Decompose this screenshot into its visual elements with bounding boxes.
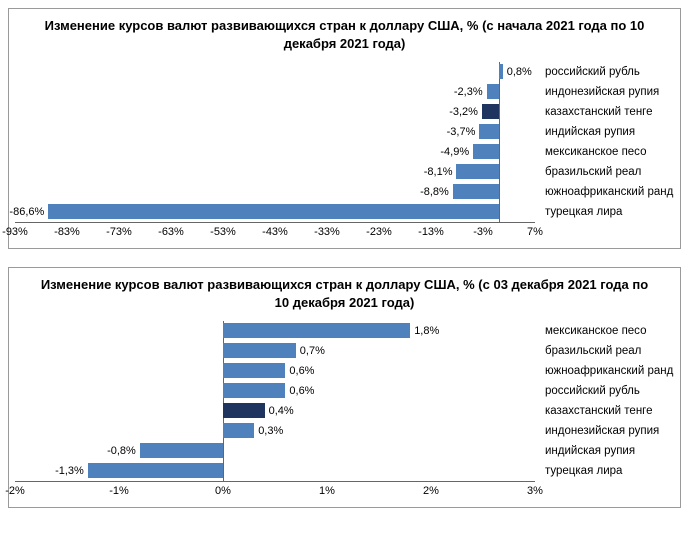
bar-row: -86,6% bbox=[15, 202, 535, 222]
bar bbox=[223, 403, 265, 418]
legend-item: индонезийская рупия bbox=[535, 421, 673, 441]
legend-item: мексиканское песо bbox=[535, 142, 673, 162]
bar bbox=[223, 363, 285, 378]
legend-item: российский рубль bbox=[535, 381, 673, 401]
x-tick: -83% bbox=[54, 226, 80, 238]
plot-area-1: 0,8% -2,3%-3,2%-3,7%-4,9%-8,1%-8,8%-86,6%… bbox=[15, 62, 535, 244]
legend-item: турецкая лира bbox=[535, 202, 673, 222]
bar-row: -8,1% bbox=[15, 162, 535, 182]
bar-row: 0,4% bbox=[15, 401, 535, 421]
bar-value-label: 0,4% bbox=[269, 401, 294, 421]
legend-item: казахстанский тенге bbox=[535, 102, 673, 122]
x-tick: -1% bbox=[109, 485, 129, 497]
x-tick: 0% bbox=[215, 485, 231, 497]
chart-title: Изменение курсов валют развивающихся стр… bbox=[15, 17, 674, 62]
bar-value-label: -3,7% bbox=[447, 122, 476, 142]
chart-title: Изменение курсов валют развивающихся стр… bbox=[15, 276, 674, 321]
legend-item: южноафриканский ранд bbox=[535, 182, 673, 202]
chart-panel-week: Изменение курсов валют развивающихся стр… bbox=[8, 267, 681, 508]
bar bbox=[223, 383, 285, 398]
x-tick: 1% bbox=[319, 485, 335, 497]
x-tick: -33% bbox=[314, 226, 340, 238]
x-tick: 7% bbox=[527, 226, 543, 238]
legend-item: турецкая лира bbox=[535, 461, 673, 481]
x-axis: -93%-83%-73%-63%-53%-43%-33%-23%-13%-3%7… bbox=[15, 222, 535, 244]
bar-value-label: -1,3% bbox=[55, 461, 84, 481]
bar-row: -4,9% bbox=[15, 142, 535, 162]
x-tick: -63% bbox=[158, 226, 184, 238]
bar bbox=[223, 423, 254, 438]
legend-2: мексиканское песобразильский реалюжноафр… bbox=[535, 321, 673, 503]
legend-item: казахстанский тенге bbox=[535, 401, 673, 421]
x-tick: -13% bbox=[418, 226, 444, 238]
x-tick: 2% bbox=[423, 485, 439, 497]
bar-value-label: -3,2% bbox=[449, 102, 478, 122]
x-tick: -73% bbox=[106, 226, 132, 238]
bar bbox=[456, 164, 498, 179]
chart-panel-ytd: Изменение курсов валют развивающихся стр… bbox=[8, 8, 681, 249]
x-axis: -2%-1%0%1%2%3% bbox=[15, 481, 535, 503]
bar bbox=[48, 204, 498, 219]
bar-row: 0,6% bbox=[15, 381, 535, 401]
bar bbox=[453, 184, 499, 199]
x-tick: 3% bbox=[527, 485, 543, 497]
bar-row: -8,8% bbox=[15, 182, 535, 202]
legend-item: индийская рупия bbox=[535, 441, 673, 461]
bar-value-label: -86,6% bbox=[9, 202, 44, 222]
legend-item: южноафриканский ранд bbox=[535, 361, 673, 381]
bar bbox=[88, 463, 223, 478]
x-tick: -53% bbox=[210, 226, 236, 238]
bar-value-label: -8,1% bbox=[424, 162, 453, 182]
bar bbox=[479, 124, 498, 139]
plot-area-2: 1,8%0,7%0,6%0,6%0,4%0,3%-0,8%-1,3%-2%-1%… bbox=[15, 321, 535, 503]
bar-row: -3,2% bbox=[15, 102, 535, 122]
bar-value-label: 0,3% bbox=[258, 421, 283, 441]
legend-1: российский рубльиндонезийская рупияказах… bbox=[535, 62, 673, 244]
bar bbox=[482, 104, 499, 119]
bar-row: -0,8% bbox=[15, 441, 535, 461]
bar-value-label: 0,8% bbox=[507, 62, 532, 82]
bar-value-label: -2,3% bbox=[454, 82, 483, 102]
bar-row: 0,6% bbox=[15, 361, 535, 381]
bar bbox=[499, 64, 503, 79]
bar bbox=[223, 343, 296, 358]
bar bbox=[140, 443, 223, 458]
bar-row: -2,3% bbox=[15, 82, 535, 102]
bar bbox=[487, 84, 499, 99]
x-tick: -2% bbox=[5, 485, 25, 497]
bar-value-label: 1,8% bbox=[414, 321, 439, 341]
legend-item: бразильский реал bbox=[535, 162, 673, 182]
bar bbox=[223, 323, 410, 338]
bar-row: -1,3% bbox=[15, 461, 535, 481]
bar-value-label: 0,7% bbox=[300, 341, 325, 361]
x-tick: -43% bbox=[262, 226, 288, 238]
bar-value-label: 0,6% bbox=[289, 381, 314, 401]
legend-item: мексиканское песо bbox=[535, 321, 673, 341]
bar-row: 1,8% bbox=[15, 321, 535, 341]
legend-item: индонезийская рупия bbox=[535, 82, 673, 102]
x-tick: -23% bbox=[366, 226, 392, 238]
bar-value-label: -0,8% bbox=[107, 441, 136, 461]
bar-value-label: 0,6% bbox=[289, 361, 314, 381]
bar-row: 0,8% bbox=[15, 62, 535, 82]
chart-body: 0,8% -2,3%-3,2%-3,7%-4,9%-8,1%-8,8%-86,6%… bbox=[15, 62, 674, 244]
bar-row: 0,3% bbox=[15, 421, 535, 441]
legend-item: российский рубль bbox=[535, 62, 673, 82]
legend-item: индийская рупия bbox=[535, 122, 673, 142]
bar-value-label: -8,8% bbox=[420, 182, 449, 202]
bar bbox=[473, 144, 498, 159]
legend-item: бразильский реал bbox=[535, 341, 673, 361]
x-tick: -93% bbox=[2, 226, 28, 238]
x-tick: -3% bbox=[473, 226, 493, 238]
bar-row: 0,7% bbox=[15, 341, 535, 361]
bar-row: -3,7% bbox=[15, 122, 535, 142]
chart-body: 1,8%0,7%0,6%0,6%0,4%0,3%-0,8%-1,3%-2%-1%… bbox=[15, 321, 674, 503]
bar-value-label: -4,9% bbox=[440, 142, 469, 162]
